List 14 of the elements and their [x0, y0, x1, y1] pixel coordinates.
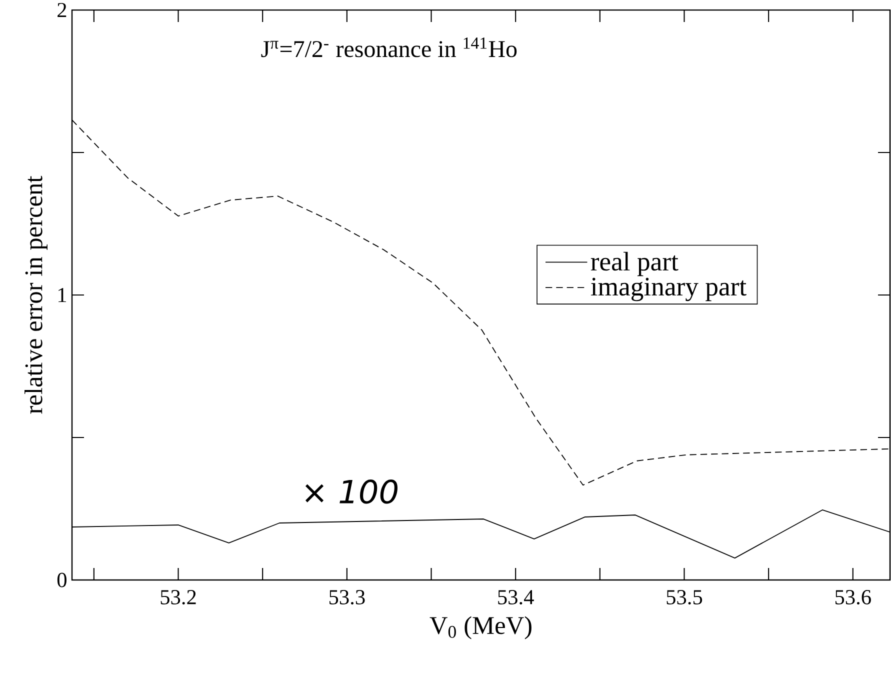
y-axis-title: relative error in percent	[24, 176, 48, 414]
x-tick-label: 53.3	[329, 590, 365, 604]
y-tick-label: 0	[57, 572, 66, 588]
text: J$^{π}$=7/2$^{-}$ resonance in $^{141}$Ho	[261, 38, 517, 58]
y-tick-label: 1	[58, 288, 66, 302]
legend-label: imaginary part	[590, 278, 746, 302]
legend-label: real part	[590, 252, 678, 276]
x-tick-label: 53.4	[498, 590, 534, 604]
x-tick-label: 53.6	[835, 590, 871, 604]
annotation: × 100	[305, 480, 398, 504]
y-tick-label: 2	[58, 2, 66, 18]
x-tick-label: 53.2	[160, 590, 196, 604]
x-tick-label: 53.5	[666, 590, 702, 604]
x-axis-title: V$_{0}$ (MeV)	[430, 616, 532, 640]
